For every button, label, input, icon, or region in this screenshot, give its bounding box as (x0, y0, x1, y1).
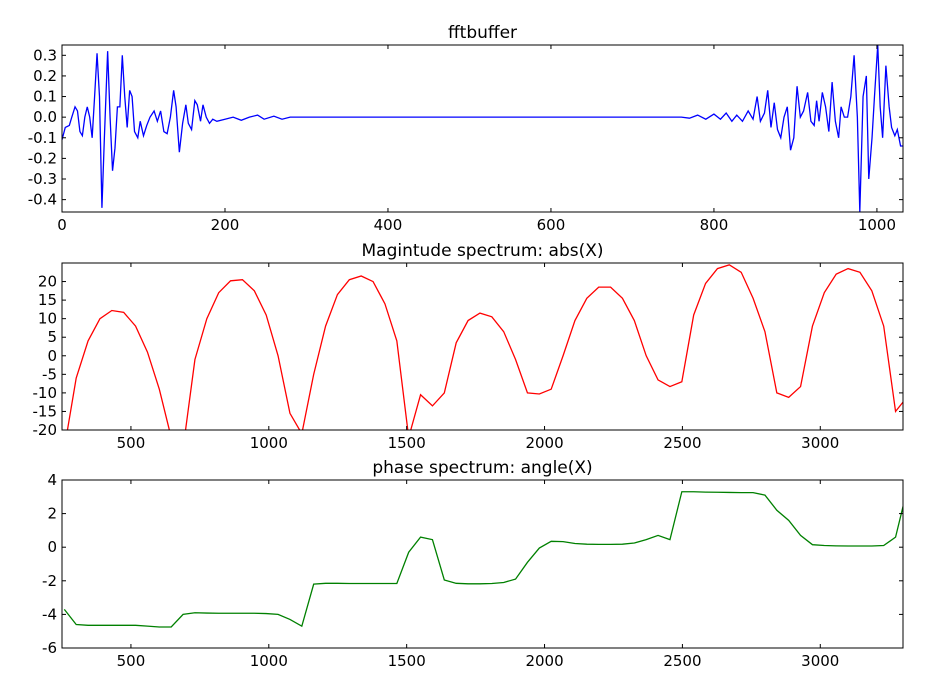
y-tick-label: 0 (47, 347, 57, 365)
data-line (66, 264, 903, 430)
y-tick-label: 0.0 (33, 108, 57, 126)
y-tick-label: 0.3 (33, 46, 57, 64)
chart-title: phase spectrum: angle(X) (372, 458, 592, 478)
x-tick-label: 500 (117, 652, 146, 670)
y-tick-label: 2 (47, 505, 57, 523)
x-tick-label: 600 (537, 216, 566, 234)
y-tick-label: -20 (33, 421, 58, 439)
y-tick-label: -5 (42, 365, 57, 383)
x-tick-label: 2000 (525, 652, 563, 670)
y-tick-label: -6 (42, 639, 57, 657)
x-tick-label: 1000 (250, 652, 288, 670)
x-tick-label: 200 (211, 216, 240, 234)
y-tick-label: -15 (33, 402, 58, 420)
x-tick-label: 1000 (858, 216, 896, 234)
x-tick-label: 3000 (801, 434, 839, 452)
axes-frame (61, 479, 904, 649)
y-tick-label: 0.1 (33, 88, 57, 106)
y-tick-label: 0 (47, 538, 57, 556)
y-tick-label: -10 (33, 384, 58, 402)
x-tick-label: 1500 (388, 434, 426, 452)
chart-title: Magintude spectrum: abs(X) (361, 241, 603, 261)
data-line (62, 45, 903, 212)
x-tick-label: 1500 (388, 652, 426, 670)
x-tick-label: 2000 (525, 434, 563, 452)
y-tick-label: 5 (47, 328, 57, 346)
y-tick-label: -0.1 (28, 129, 57, 147)
plot-area (62, 45, 903, 212)
data-line (63, 491, 903, 628)
plot-area (66, 264, 903, 430)
x-tick-label: 3000 (801, 652, 839, 670)
x-tick-label: 400 (374, 216, 403, 234)
y-tick-label: 15 (38, 291, 57, 309)
x-tick-label: 800 (700, 216, 729, 234)
x-tick-label: 500 (117, 434, 146, 452)
y-tick-label: -2 (42, 572, 57, 590)
plot-area (63, 491, 903, 628)
axes-frame (61, 262, 904, 431)
x-tick-label: 0 (57, 216, 67, 234)
y-tick-label: -0.4 (28, 191, 57, 209)
x-tick-label: 1000 (250, 434, 288, 452)
y-tick-label: 0.2 (33, 67, 57, 85)
y-tick-label: -0.3 (28, 170, 57, 188)
y-tick-label: 4 (47, 471, 57, 489)
axes-frame (61, 44, 904, 213)
x-tick-label: 2500 (663, 434, 701, 452)
y-tick-label: 20 (38, 273, 57, 291)
x-tick-label: 2500 (663, 652, 701, 670)
y-tick-label: -0.2 (28, 149, 57, 167)
y-tick-label: -4 (42, 605, 57, 623)
y-tick-label: 10 (38, 310, 57, 328)
chart-title: fftbuffer (448, 23, 517, 43)
